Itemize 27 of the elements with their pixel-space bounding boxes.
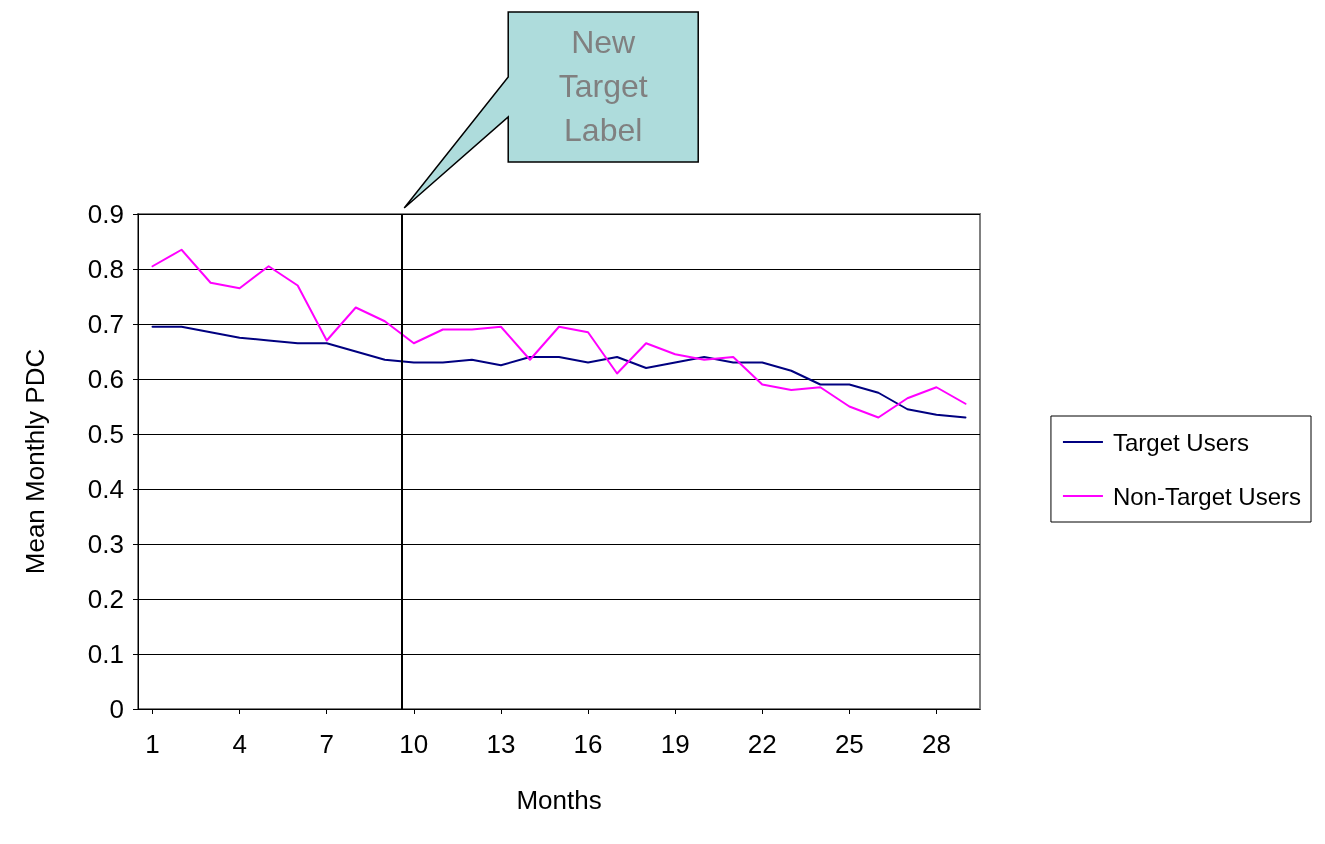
y-tick-label: 0.5 <box>87 419 124 449</box>
x-tick-label: 4 <box>232 729 247 759</box>
x-tick-label: 19 <box>660 729 690 759</box>
y-tick-label: 0 <box>109 694 124 724</box>
y-tick-label: 0.9 <box>87 199 124 229</box>
y-tick-label: 0.6 <box>87 364 124 394</box>
x-tick-label: 10 <box>399 729 429 759</box>
text: New Target Label <box>557 23 649 150</box>
x-tick-label: 28 <box>921 729 951 759</box>
y-tick-label: 0.3 <box>87 529 124 559</box>
y-tick-label: 0.2 <box>87 584 124 614</box>
x-tick-label: 1 <box>145 729 160 759</box>
y-tick-label: 0.7 <box>87 309 124 339</box>
x-tick-label: 25 <box>834 729 864 759</box>
line-series <box>151 248 967 419</box>
x-tick-label: 13 <box>486 729 516 759</box>
x-tick-label: 16 <box>573 729 603 759</box>
legend-label: Target Users <box>1112 428 1249 456</box>
line-series <box>151 325 967 419</box>
y-tick-label: 0.1 <box>87 639 124 669</box>
y-tick-label: 0.8 <box>87 254 124 284</box>
x-axis-title: Months <box>516 785 602 815</box>
y-tick-label: 0.4 <box>87 474 124 504</box>
legend-label: Non-Target Users <box>1112 482 1301 510</box>
y-axis-title: Mean Monthly PDC <box>20 348 50 575</box>
x-tick-label: 7 <box>319 729 334 759</box>
x-tick-label: 22 <box>747 729 777 759</box>
